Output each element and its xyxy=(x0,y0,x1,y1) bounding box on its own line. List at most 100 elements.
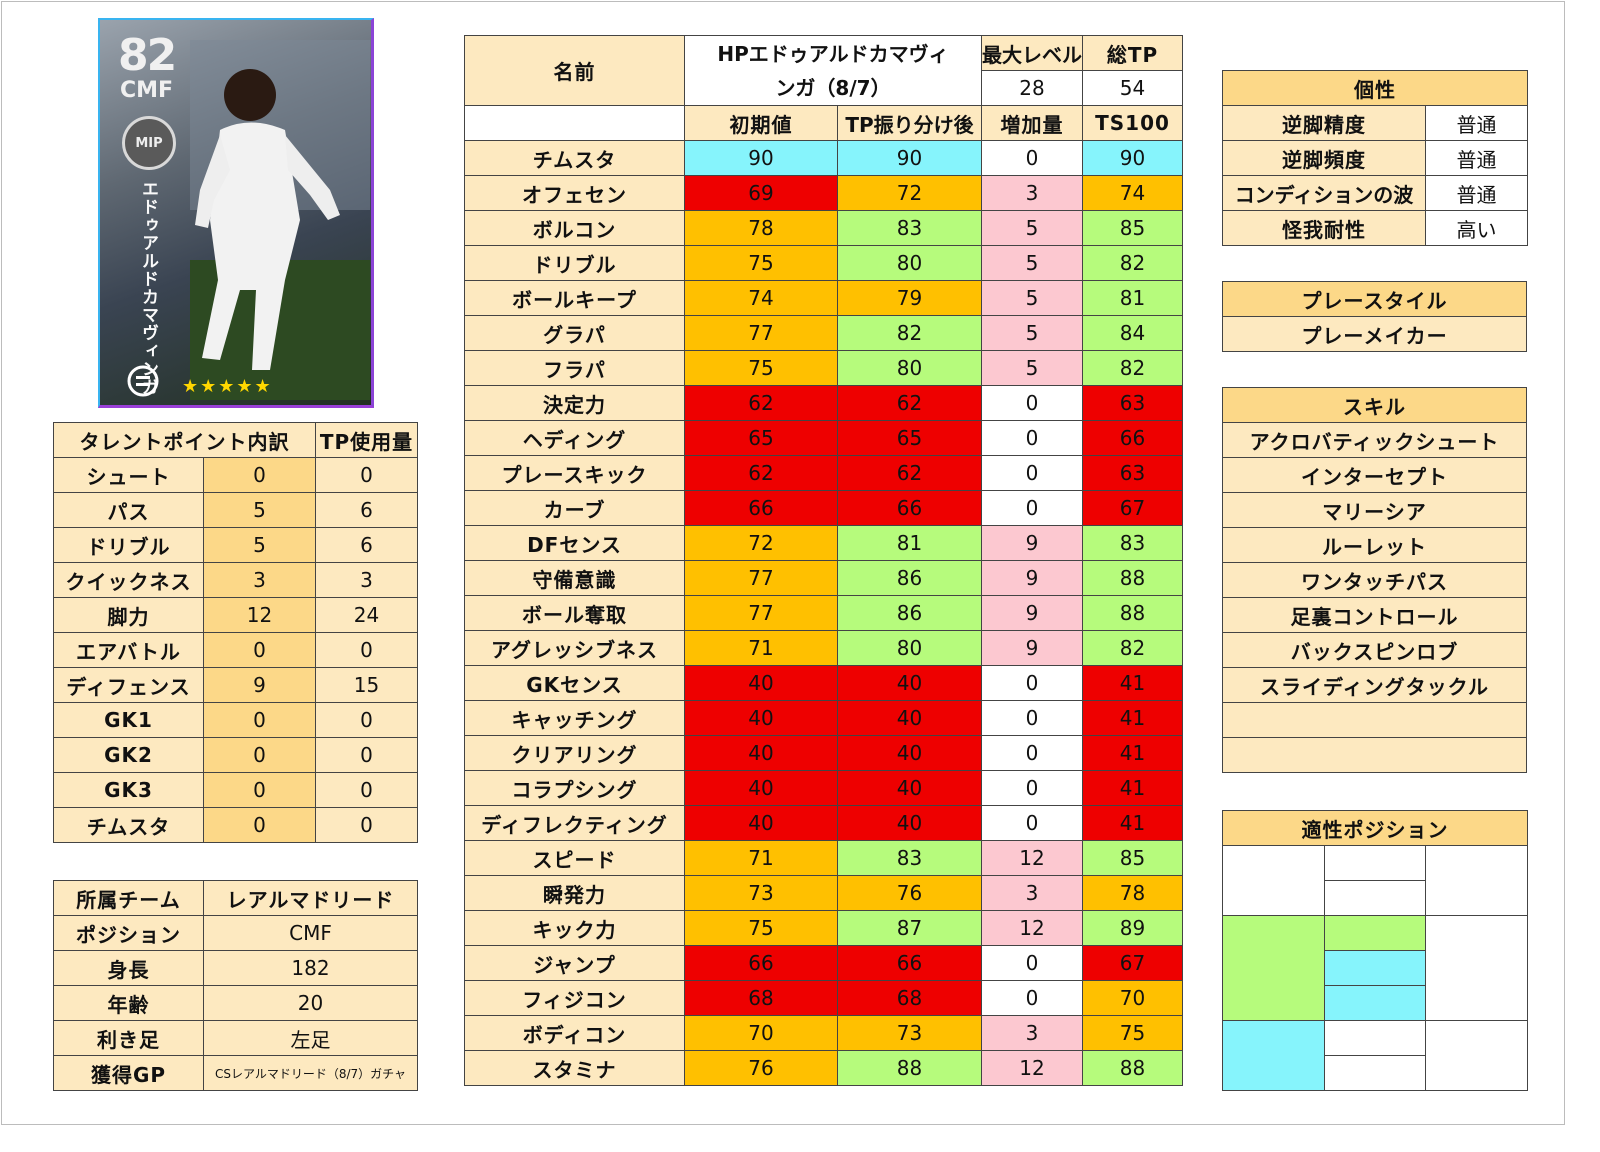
stat-initial: 77 xyxy=(684,560,838,596)
stat-row: コラプシング 40 40 0 41 xyxy=(464,770,1184,806)
stat-after-tp: 83 xyxy=(836,210,983,246)
stat-initial: 71 xyxy=(684,840,838,876)
stat-label: ボディコン xyxy=(464,1015,685,1051)
stat-initial: 71 xyxy=(684,630,838,666)
stat-row: グラパ 77 82 5 84 xyxy=(464,315,1184,351)
page-frame xyxy=(1,1,1565,1125)
stat-initial: 62 xyxy=(684,455,838,491)
stats-header-ts100: TS100 xyxy=(1082,105,1184,141)
stat-row: アグレッシブネス 71 80 9 82 xyxy=(464,630,1184,666)
stat-label: プレースキック xyxy=(464,455,685,491)
talent-row-tp: 15 xyxy=(315,667,418,703)
personality-value: 普通 xyxy=(1425,105,1528,141)
stat-after-tp: 62 xyxy=(836,385,983,421)
stat-after-tp: 66 xyxy=(836,945,983,981)
talent-row-points: 5 xyxy=(203,527,316,563)
stat-increase: 0 xyxy=(981,945,1084,981)
stat-after-tp: 65 xyxy=(836,420,983,456)
stat-row: ジャンプ 66 66 0 67 xyxy=(464,945,1184,981)
player-name-line1: HPエドゥアルドカマヴィ xyxy=(717,41,949,66)
stat-label: アグレッシブネス xyxy=(464,630,685,666)
stat-after-tp: 72 xyxy=(836,175,983,211)
skill-item: マリーシア xyxy=(1222,492,1527,528)
stat-increase: 9 xyxy=(981,525,1084,561)
personality-value: 普通 xyxy=(1425,140,1528,176)
stat-after-tp: 90 xyxy=(836,140,983,176)
talent-row-tp: 3 xyxy=(315,562,418,598)
skill-item xyxy=(1222,737,1527,773)
stat-initial: 40 xyxy=(684,665,838,701)
stats-header-blank xyxy=(464,105,685,141)
stats-table: 名前 HPエドゥアルドカマヴィ ンガ（8/7） 最大レベル 総TP 28 54 … xyxy=(464,35,1184,1086)
stat-increase: 0 xyxy=(981,455,1084,491)
talent-row-tp: 24 xyxy=(315,597,418,633)
personality-table: 個性 逆脚精度 普通 逆脚頻度 普通 コンディションの波 普通 怪我耐性 高い xyxy=(1222,70,1528,246)
skill-item: 足裏コントロール xyxy=(1222,597,1527,633)
stat-label: ボルコン xyxy=(464,210,685,246)
stat-ts100: 66 xyxy=(1082,420,1184,456)
skills-table: スキル アクロバティックシュート インターセプト マリーシア ルーレット ワンタ… xyxy=(1222,387,1527,773)
stat-initial: 66 xyxy=(684,945,838,981)
stat-row: 決定力 62 62 0 63 xyxy=(464,385,1184,421)
stat-increase: 0 xyxy=(981,735,1084,771)
stat-ts100: 88 xyxy=(1082,595,1184,631)
profile-value: 20 xyxy=(203,985,418,1021)
stat-increase: 3 xyxy=(981,875,1084,911)
stat-label: ボール奪取 xyxy=(464,595,685,631)
stats-header-after-tp: TP振り分け後 xyxy=(836,105,983,141)
stat-increase: 0 xyxy=(981,385,1084,421)
profile-label: 年齢 xyxy=(53,985,204,1021)
stat-increase: 0 xyxy=(981,700,1084,736)
stat-after-tp: 40 xyxy=(836,665,983,701)
stat-row: スピード 71 83 12 85 xyxy=(464,840,1184,876)
stat-after-tp: 83 xyxy=(836,840,983,876)
talent-row-tp: 6 xyxy=(315,492,418,528)
stat-row: クリアリング 40 40 0 41 xyxy=(464,735,1184,771)
stat-increase: 5 xyxy=(981,245,1084,281)
stat-ts100: 63 xyxy=(1082,455,1184,491)
stat-ts100: 84 xyxy=(1082,315,1184,351)
stat-after-tp: 40 xyxy=(836,770,983,806)
stat-increase: 0 xyxy=(981,980,1084,1016)
talent-row-tp: 0 xyxy=(315,737,418,773)
talent-row-label: パス xyxy=(53,492,204,528)
profile-label: ポジション xyxy=(53,915,204,951)
stat-after-tp: 80 xyxy=(836,630,983,666)
stat-initial: 66 xyxy=(684,490,838,526)
stat-ts100: 82 xyxy=(1082,245,1184,281)
stat-increase: 12 xyxy=(981,910,1084,946)
total-tp-value: 54 xyxy=(1082,70,1184,106)
stat-initial: 40 xyxy=(684,770,838,806)
talent-row-label: GK3 xyxy=(53,772,204,808)
stat-initial: 75 xyxy=(684,245,838,281)
stat-row: ボール奪取 77 86 9 88 xyxy=(464,595,1184,631)
position-cell-green xyxy=(1324,915,1426,951)
stat-ts100: 41 xyxy=(1082,735,1184,771)
talent-row-tp: 0 xyxy=(315,772,418,808)
stat-increase: 9 xyxy=(981,560,1084,596)
stat-ts100: 63 xyxy=(1082,385,1184,421)
stat-label: キック力 xyxy=(464,910,685,946)
stat-increase: 0 xyxy=(981,770,1084,806)
stat-ts100: 41 xyxy=(1082,700,1184,736)
stat-label: コラプシング xyxy=(464,770,685,806)
position-cell xyxy=(1324,1055,1426,1091)
stat-increase: 0 xyxy=(981,420,1084,456)
stat-increase: 3 xyxy=(981,1015,1084,1051)
personality-label: 逆脚頻度 xyxy=(1222,140,1426,176)
player-name-line2: ンガ（8/7） xyxy=(775,75,891,100)
stat-initial: 74 xyxy=(684,280,838,316)
stat-ts100: 70 xyxy=(1082,980,1184,1016)
profile-value: CSレアルマドリード（8/7）ガチャ xyxy=(203,1055,418,1091)
stat-after-tp: 86 xyxy=(836,595,983,631)
profile-label: 利き足 xyxy=(53,1020,204,1056)
skill-item xyxy=(1222,702,1527,738)
stat-row: ディフレクティング 40 40 0 41 xyxy=(464,805,1184,841)
stats-header-initial: 初期値 xyxy=(684,105,838,141)
playstyle-title: プレースタイル xyxy=(1222,281,1527,317)
personality-value: 普通 xyxy=(1425,175,1528,211)
stat-label: カーブ xyxy=(464,490,685,526)
stat-ts100: 88 xyxy=(1082,560,1184,596)
talent-row-label: エアバトル xyxy=(53,632,204,668)
profile-table: 所属チーム レアルマドリード ポジション CMF 身長 182 年齢 20 利き足 左足 … xyxy=(53,880,418,1091)
